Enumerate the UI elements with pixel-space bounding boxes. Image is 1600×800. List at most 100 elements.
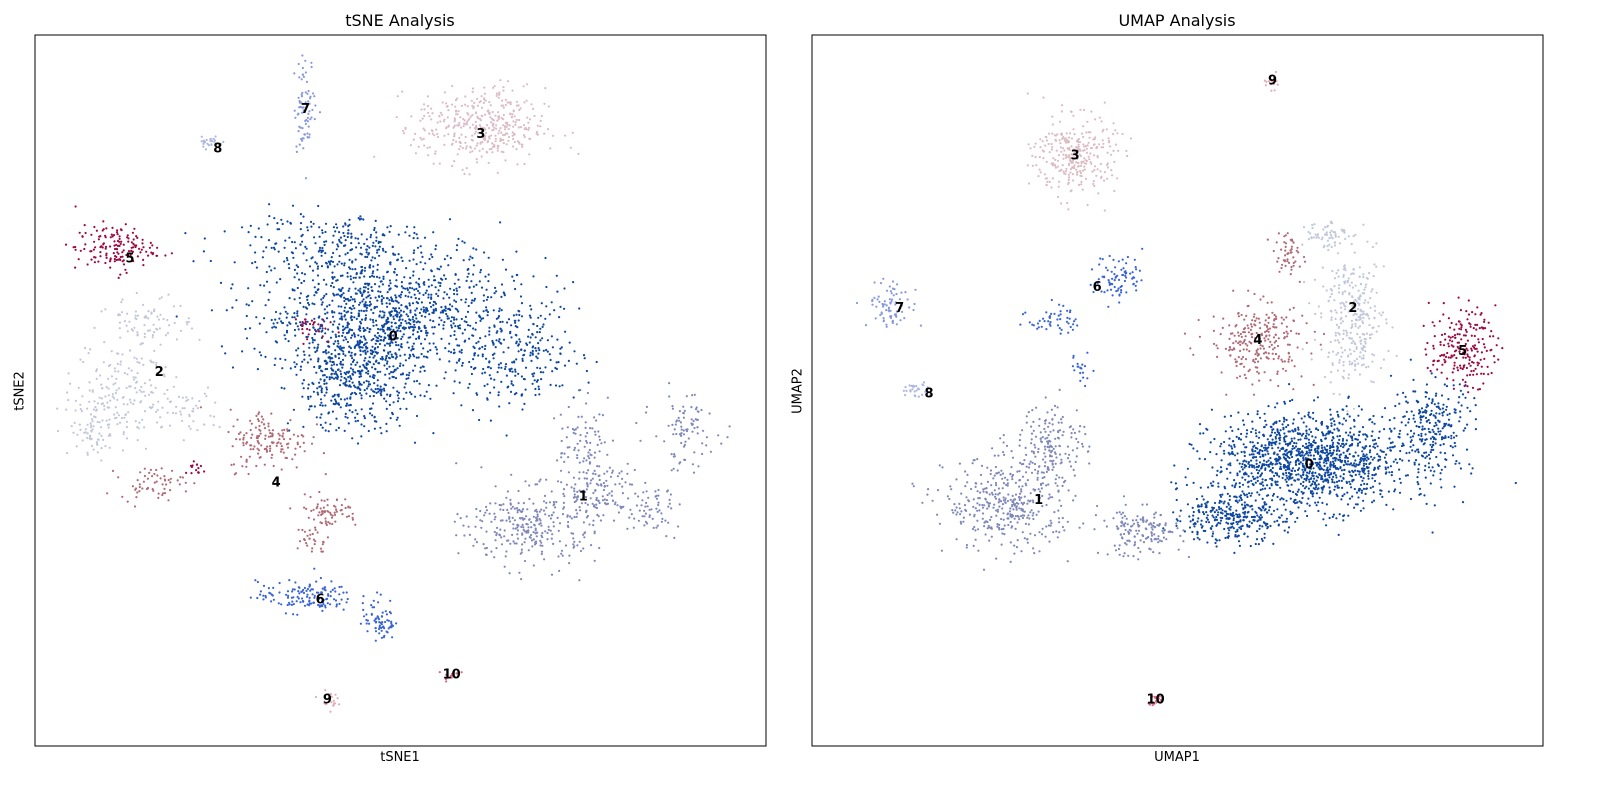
scatter-point [119,242,122,245]
scatter-point [577,449,580,452]
scatter-point [56,429,60,433]
scatter-point [93,261,96,264]
scatter-point [639,439,642,442]
scatter-point [190,327,194,330]
scatter-point [297,265,300,269]
scatter-point [237,432,241,435]
scatter-point [409,325,413,328]
scatter-point [413,249,416,252]
scatter-point [372,394,375,398]
scatter-point [1288,399,1292,403]
scatter-point [485,309,488,312]
scatter-point [404,382,407,385]
scatter-point [329,590,332,593]
scatter-point [518,313,521,317]
scatter-point [264,437,267,440]
scatter-point [420,138,423,141]
scatter-point [334,599,338,602]
scatter-point [1256,451,1259,454]
scatter-point [322,506,325,509]
scatter-point [390,310,393,313]
scatter-point [323,243,326,246]
scatter-point [597,499,600,503]
scatter-point [335,223,338,226]
scatter-point [347,229,350,232]
scatter-point [521,357,524,360]
scatter-point [455,534,458,537]
scatter-point [118,327,121,330]
scatter-point [305,595,309,598]
scatter-point [451,142,454,145]
scatter-point [666,489,670,492]
scatter-point [91,389,94,392]
scatter-point [618,482,621,485]
scatter-point [516,100,519,103]
scatter-point [91,420,94,423]
scatter-point [455,318,458,321]
scatter-point [308,408,311,411]
scatter-point [442,324,445,327]
scatter-point [542,323,545,326]
scatter-point [160,425,164,428]
scatter-point [523,402,526,405]
scatter-point [510,473,513,476]
scatter-point [77,386,80,389]
scatter-point [489,502,492,505]
scatter-point [1274,435,1277,438]
scatter-point [573,500,576,504]
scatter-point [421,117,424,120]
scatter-point [1209,482,1212,485]
scatter-point [213,140,216,143]
scatter-point [595,503,598,506]
scatter-point [458,136,461,139]
scatter-point [678,503,681,506]
scatter-point [320,389,323,392]
scatter-point [1271,494,1275,497]
scatter-point [377,390,380,393]
scatter-point [645,501,648,504]
scatter-point [181,419,184,422]
scatter-point [1292,418,1295,421]
scatter-point [380,300,383,303]
scatter-point [390,313,393,317]
scatter-point [427,285,430,288]
scatter-point [507,127,510,131]
scatter-point [398,307,401,310]
scatter-point [468,258,471,261]
scatter-point [422,127,425,130]
scatter-point [458,350,461,353]
scatter-point [355,246,358,249]
scatter-point [284,310,287,313]
scatter-point [1258,416,1262,419]
scatter-point [308,583,311,586]
scatter-point [498,405,501,408]
scatter-point [374,347,377,350]
scatter-point [456,97,459,100]
scatter-point [459,517,462,520]
scatter-point [454,369,457,372]
scatter-point [504,268,508,271]
scatter-point [464,141,467,144]
scatter-point [626,462,629,465]
scatter-point [118,237,121,240]
scatter-point [274,318,277,321]
scatter-point [503,292,506,295]
scatter-point [100,397,103,400]
scatter-point [432,332,435,335]
scatter-point [585,459,588,462]
scatter-point [367,291,370,294]
scatter-point [593,469,596,472]
scatter-point [343,309,346,312]
scatter-point [370,308,373,311]
scatter-point [480,526,483,529]
scatter-point [568,554,571,557]
scatter-point [124,268,127,271]
scatter-point [100,245,103,248]
scatter-point [121,353,124,356]
scatter-point [534,336,537,339]
scatter-point [519,340,522,343]
scatter-point [1243,454,1246,458]
scatter-point [585,369,589,373]
scatter-point [190,472,193,475]
scatter-point [415,414,419,418]
